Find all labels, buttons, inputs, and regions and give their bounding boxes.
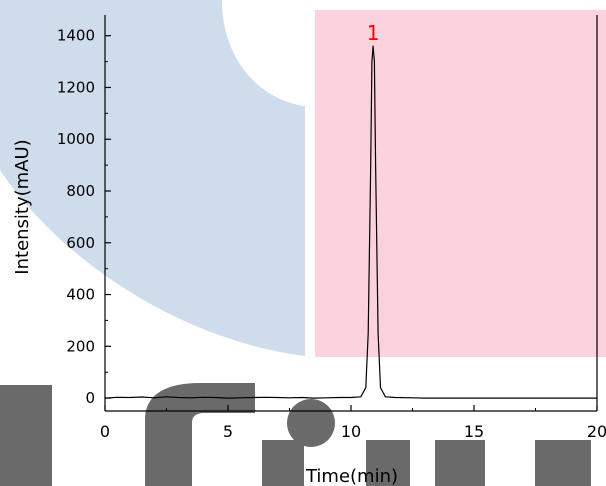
watermark-gray-s bbox=[145, 383, 255, 486]
watermark-gray-block bbox=[366, 440, 410, 486]
y-tick-label: 0 bbox=[85, 389, 95, 407]
axes bbox=[104, 15, 598, 412]
watermark-gray-r bbox=[262, 440, 304, 486]
x-tick-label: 5 bbox=[223, 422, 233, 441]
watermark-blue-shape bbox=[0, 0, 305, 356]
y-tick-label: 400 bbox=[66, 286, 95, 304]
y-tick-label: 800 bbox=[66, 182, 95, 200]
y-tick-label: 1000 bbox=[57, 130, 95, 148]
watermark-gray-block bbox=[435, 440, 485, 486]
watermark-gray-block bbox=[535, 440, 591, 486]
peak-annotation: 1 bbox=[367, 21, 380, 45]
y-tick-label: 600 bbox=[66, 234, 95, 252]
y-tick-label: 1400 bbox=[57, 27, 95, 45]
x-axis-label: Time(min) bbox=[305, 466, 398, 486]
x-tick-label: 0 bbox=[100, 422, 110, 441]
x-tick-label: 10 bbox=[341, 422, 361, 441]
x-tick-label: 15 bbox=[464, 422, 484, 441]
y-tick-label: 200 bbox=[66, 337, 95, 355]
x-tick-label: 20 bbox=[587, 422, 606, 441]
chromatogram-line bbox=[104, 45, 597, 399]
watermark-gray-dot bbox=[287, 399, 335, 447]
watermark-gray-block bbox=[0, 385, 52, 486]
watermark-pink-rect bbox=[315, 10, 606, 357]
y-tick-label: 1200 bbox=[57, 78, 95, 96]
plot-area bbox=[104, 45, 597, 399]
y-axis-label: Intensity(mAU) bbox=[12, 139, 33, 274]
